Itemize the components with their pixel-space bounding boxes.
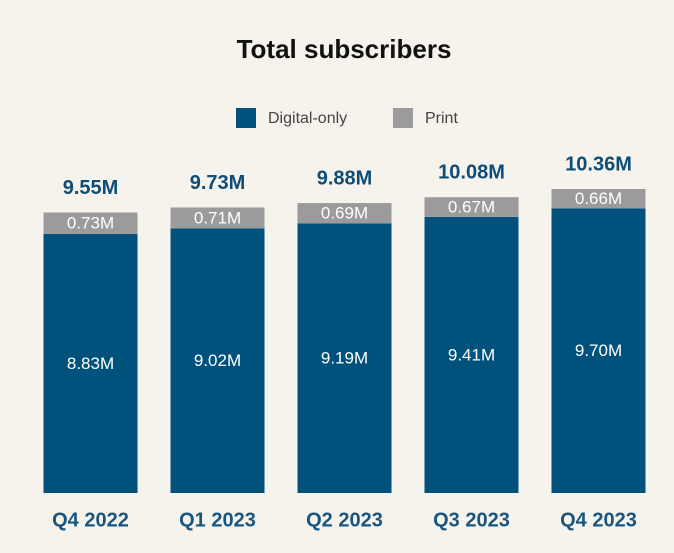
bar-segment [551, 208, 646, 493]
total-label: 9.55M [63, 177, 119, 199]
chart-title: Total subscribers [237, 34, 452, 64]
legend-swatch [393, 108, 413, 128]
value-label: 9.70M [575, 341, 622, 360]
total-label: 9.88M [317, 167, 373, 189]
legend-label: Print [425, 110, 458, 127]
bar-segment [551, 189, 646, 209]
total-label: 9.73M [190, 172, 246, 194]
x-tick-label: Q2 2023 [306, 509, 383, 531]
bar-segment [43, 212, 138, 234]
bar-segment [297, 203, 392, 224]
value-label: 0.67M [448, 198, 495, 217]
value-label: 9.02M [194, 351, 241, 370]
legend-label: Digital-only [268, 110, 347, 127]
bar-segment [43, 233, 138, 493]
value-label: 0.66M [575, 189, 622, 208]
total-label: 10.08M [438, 161, 505, 183]
value-label: 0.69M [321, 204, 368, 223]
legend-swatch [236, 108, 256, 128]
value-label: 8.83M [67, 354, 114, 373]
x-tick-label: Q3 2023 [433, 509, 510, 531]
x-tick-label: Q4 2023 [560, 509, 637, 531]
bar-segment [170, 228, 265, 493]
x-tick-label: Q4 2022 [52, 509, 129, 531]
total-label: 10.36M [565, 153, 632, 175]
bar-segment [297, 223, 392, 494]
value-label: 0.73M [67, 214, 114, 233]
x-tick-label: Q1 2023 [179, 509, 256, 531]
bar-segment [424, 216, 519, 493]
value-label: 9.41M [448, 345, 495, 364]
bar-segment [424, 197, 519, 217]
bar-segment [170, 207, 265, 229]
value-label: 9.19M [321, 349, 368, 368]
value-label: 0.71M [194, 208, 241, 227]
